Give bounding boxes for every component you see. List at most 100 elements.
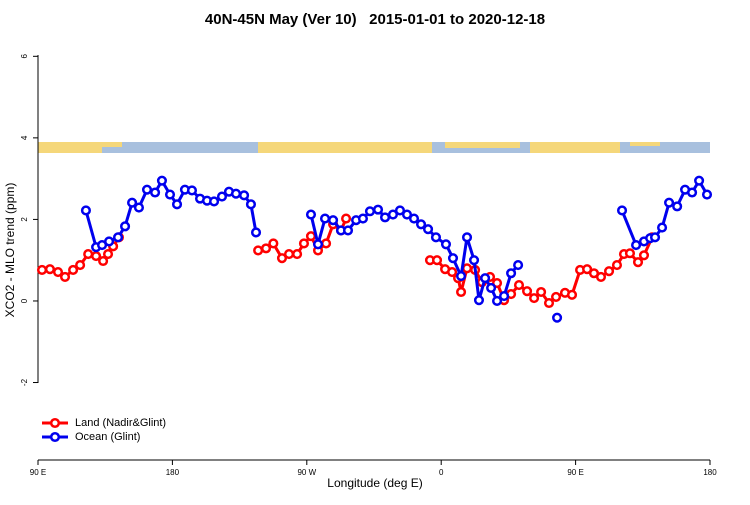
data-point xyxy=(283,249,295,260)
data-point xyxy=(430,232,442,243)
data-point xyxy=(694,175,705,186)
data-point xyxy=(632,257,644,268)
land-strip xyxy=(630,142,660,146)
data-point xyxy=(364,206,376,217)
data-point xyxy=(328,215,339,226)
data-point xyxy=(492,295,503,307)
legend-label: Land (Nadir&Glint) xyxy=(75,417,166,429)
data-point xyxy=(631,240,642,251)
data-point xyxy=(701,189,713,200)
data-point xyxy=(98,255,109,267)
series-line xyxy=(84,179,709,303)
data-point xyxy=(186,185,198,196)
data-point xyxy=(657,222,668,233)
legend-marker xyxy=(49,417,61,429)
y-tick-label: 2 xyxy=(20,217,29,222)
x-tick-label: 180 xyxy=(166,468,180,477)
data-point xyxy=(480,273,491,284)
data-point xyxy=(319,213,331,224)
data-point xyxy=(141,184,153,195)
data-point xyxy=(440,239,452,250)
data-point xyxy=(127,197,138,208)
data-point xyxy=(499,291,510,302)
data-point xyxy=(209,196,220,207)
data-point xyxy=(447,253,459,264)
data-point xyxy=(616,205,628,216)
data-point xyxy=(36,264,48,276)
data-point xyxy=(120,221,131,232)
land-strip xyxy=(530,142,620,153)
data-point xyxy=(133,202,144,213)
data-point xyxy=(276,253,288,264)
data-point xyxy=(321,238,332,249)
data-point xyxy=(156,175,167,186)
data-point xyxy=(59,271,71,282)
data-point xyxy=(638,250,650,261)
land-strip xyxy=(102,142,122,147)
data-point xyxy=(513,280,525,291)
data-point xyxy=(461,263,473,274)
data-point xyxy=(415,219,427,230)
data-point xyxy=(44,264,55,275)
data-point xyxy=(292,249,303,260)
data-point xyxy=(473,295,485,306)
data-point xyxy=(649,232,661,243)
y-axis-label: XCO2 - MLO trend (ppm) xyxy=(3,183,17,318)
data-point xyxy=(305,209,317,220)
x-tick-label: 90 E xyxy=(30,468,46,477)
data-point xyxy=(387,209,399,220)
data-point xyxy=(582,264,593,275)
data-point xyxy=(268,238,279,249)
data-point xyxy=(52,266,64,278)
land-strip xyxy=(258,142,432,153)
data-point xyxy=(102,249,114,260)
x-tick-label: 90 E xyxy=(567,468,583,477)
data-point xyxy=(447,266,458,278)
data-point xyxy=(611,260,623,271)
x-tick-label: 90 W xyxy=(297,468,316,477)
data-point xyxy=(687,187,698,198)
data-point xyxy=(536,286,547,298)
data-point xyxy=(672,201,683,212)
data-point xyxy=(624,248,636,259)
legend-marker xyxy=(49,431,61,443)
data-point xyxy=(456,271,467,282)
data-point xyxy=(341,213,352,224)
data-point xyxy=(492,277,503,289)
data-point xyxy=(245,199,256,210)
data-point xyxy=(104,236,115,247)
data-point xyxy=(431,255,443,266)
data-point xyxy=(372,204,384,215)
data-point xyxy=(461,232,473,243)
data-point xyxy=(91,251,102,262)
data-point xyxy=(260,243,272,254)
data-point xyxy=(401,209,413,220)
data-point xyxy=(408,213,420,224)
y-tick-label: 0 xyxy=(20,298,29,303)
x-tick-label: 180 xyxy=(703,468,717,477)
data-point xyxy=(250,227,262,238)
data-point xyxy=(342,225,354,236)
data-point xyxy=(150,187,161,198)
data-point xyxy=(298,238,310,249)
data-point xyxy=(357,213,368,224)
data-point xyxy=(253,245,264,256)
data-point xyxy=(595,271,607,282)
data-point xyxy=(216,191,228,202)
data-point xyxy=(543,297,555,309)
data-point xyxy=(486,282,497,293)
land-strip xyxy=(445,142,520,148)
data-point xyxy=(68,264,79,276)
y-tick-label: 6 xyxy=(20,54,29,59)
data-point xyxy=(513,260,524,271)
legend-label: Ocean (Glint) xyxy=(75,431,140,443)
data-point xyxy=(469,255,480,266)
x-tick-label: 0 xyxy=(439,468,444,477)
data-point xyxy=(664,197,675,208)
land-ocean-strip xyxy=(38,142,710,153)
x-axis-label: Longitude (deg E) xyxy=(327,476,422,490)
data-point xyxy=(522,286,533,297)
data-point xyxy=(423,224,434,235)
data-point xyxy=(112,232,124,243)
